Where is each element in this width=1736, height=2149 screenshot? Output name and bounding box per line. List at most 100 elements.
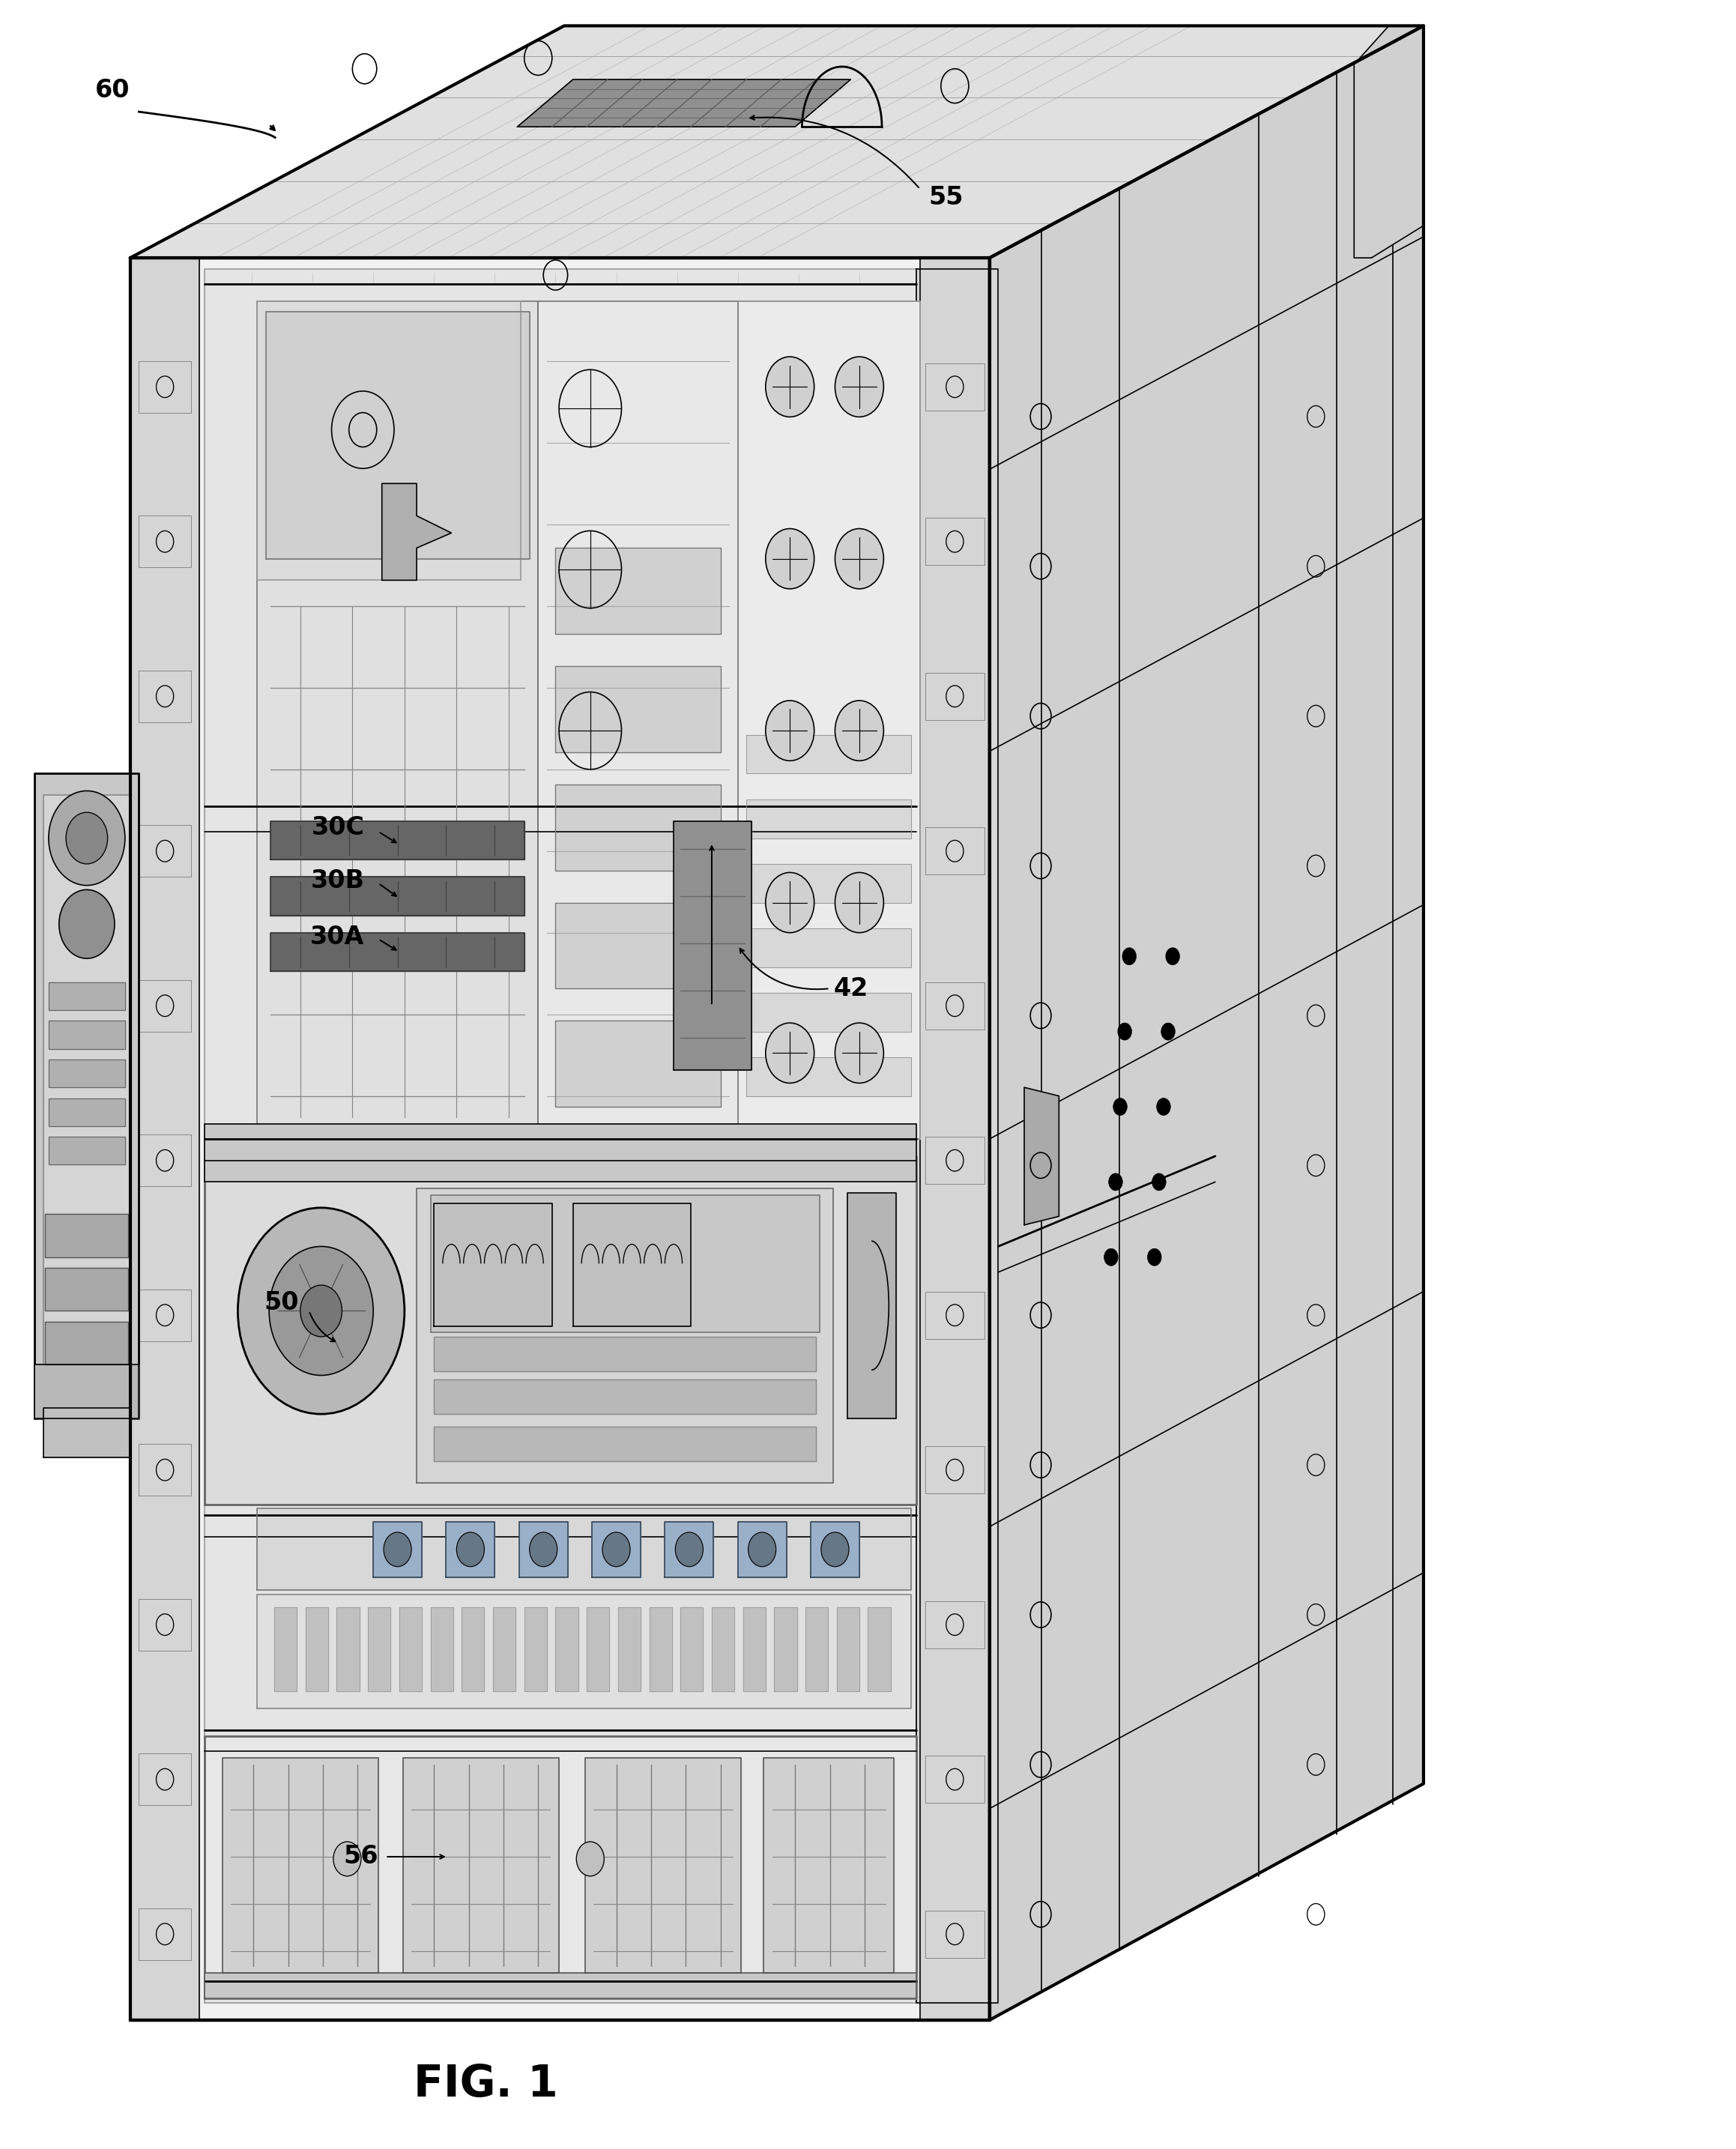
- Circle shape: [1156, 1098, 1170, 1115]
- Polygon shape: [130, 26, 1424, 258]
- Polygon shape: [271, 877, 524, 915]
- Circle shape: [835, 1023, 884, 1083]
- Circle shape: [457, 1532, 484, 1567]
- Polygon shape: [524, 1607, 547, 1691]
- Polygon shape: [556, 548, 720, 634]
- Polygon shape: [417, 1188, 833, 1483]
- Polygon shape: [49, 1021, 125, 1049]
- Circle shape: [1109, 1173, 1123, 1191]
- Polygon shape: [368, 1607, 391, 1691]
- Circle shape: [835, 701, 884, 761]
- Polygon shape: [49, 982, 125, 1010]
- Polygon shape: [774, 1607, 797, 1691]
- Circle shape: [835, 872, 884, 933]
- Polygon shape: [462, 1607, 484, 1691]
- Polygon shape: [746, 735, 911, 774]
- Polygon shape: [35, 774, 139, 1418]
- Circle shape: [576, 1842, 604, 1876]
- Polygon shape: [373, 1521, 422, 1577]
- Polygon shape: [271, 933, 524, 971]
- Circle shape: [766, 357, 814, 417]
- Circle shape: [675, 1532, 703, 1567]
- Text: FIG. 1: FIG. 1: [413, 2063, 559, 2106]
- Polygon shape: [990, 26, 1424, 2020]
- Circle shape: [766, 701, 814, 761]
- Polygon shape: [681, 1607, 703, 1691]
- Polygon shape: [837, 1607, 859, 1691]
- Polygon shape: [431, 1195, 819, 1332]
- Polygon shape: [130, 258, 990, 2020]
- Polygon shape: [43, 795, 130, 1397]
- Text: 56: 56: [344, 1844, 378, 1870]
- Polygon shape: [274, 1607, 297, 1691]
- Circle shape: [766, 1023, 814, 1083]
- Polygon shape: [45, 1322, 128, 1365]
- Polygon shape: [764, 1758, 894, 1973]
- Polygon shape: [538, 301, 738, 1139]
- Polygon shape: [738, 1521, 786, 1577]
- Polygon shape: [403, 1758, 559, 1973]
- Circle shape: [1113, 1098, 1127, 1115]
- Circle shape: [300, 1285, 342, 1337]
- Polygon shape: [556, 784, 720, 870]
- Polygon shape: [920, 258, 990, 2020]
- Polygon shape: [585, 1758, 741, 1973]
- Polygon shape: [434, 1337, 816, 1371]
- Circle shape: [269, 1246, 373, 1375]
- Polygon shape: [257, 1595, 911, 1708]
- Circle shape: [59, 890, 115, 958]
- Polygon shape: [738, 301, 920, 1139]
- Polygon shape: [130, 258, 200, 2020]
- Polygon shape: [519, 1521, 568, 1577]
- Polygon shape: [434, 1380, 816, 1414]
- Polygon shape: [49, 1098, 125, 1126]
- Polygon shape: [746, 799, 911, 838]
- Polygon shape: [45, 1268, 128, 1311]
- Circle shape: [1153, 1173, 1167, 1191]
- Polygon shape: [517, 80, 851, 127]
- Polygon shape: [43, 1408, 130, 1457]
- Polygon shape: [743, 1607, 766, 1691]
- Text: 50: 50: [264, 1289, 299, 1315]
- Polygon shape: [45, 1214, 128, 1257]
- Circle shape: [238, 1208, 404, 1414]
- Polygon shape: [205, 1156, 917, 1504]
- Polygon shape: [337, 1607, 359, 1691]
- Polygon shape: [746, 993, 911, 1032]
- Polygon shape: [257, 301, 538, 1139]
- Polygon shape: [205, 1973, 917, 1999]
- Circle shape: [1165, 948, 1179, 965]
- Polygon shape: [587, 1607, 609, 1691]
- Circle shape: [766, 872, 814, 933]
- Circle shape: [1161, 1023, 1175, 1040]
- Polygon shape: [205, 1736, 917, 1999]
- Polygon shape: [746, 928, 911, 967]
- Polygon shape: [746, 1057, 911, 1096]
- Circle shape: [835, 357, 884, 417]
- Circle shape: [333, 1842, 361, 1876]
- Polygon shape: [1024, 1087, 1059, 1225]
- Circle shape: [49, 791, 125, 885]
- Circle shape: [1147, 1249, 1161, 1266]
- Polygon shape: [222, 1758, 378, 1973]
- Text: 30A: 30A: [311, 924, 365, 950]
- Polygon shape: [746, 864, 911, 903]
- Polygon shape: [446, 1521, 495, 1577]
- Polygon shape: [35, 1365, 139, 1418]
- Polygon shape: [868, 1607, 891, 1691]
- Circle shape: [821, 1532, 849, 1567]
- Polygon shape: [917, 269, 998, 2003]
- Circle shape: [602, 1532, 630, 1567]
- Polygon shape: [271, 821, 524, 860]
- Circle shape: [766, 529, 814, 589]
- Polygon shape: [712, 1607, 734, 1691]
- Polygon shape: [49, 1059, 125, 1087]
- Circle shape: [1104, 1249, 1118, 1266]
- Circle shape: [66, 812, 108, 864]
- Polygon shape: [618, 1607, 641, 1691]
- Polygon shape: [556, 903, 720, 989]
- Circle shape: [748, 1532, 776, 1567]
- Polygon shape: [665, 1521, 713, 1577]
- Polygon shape: [493, 1607, 516, 1691]
- Polygon shape: [205, 1124, 917, 1182]
